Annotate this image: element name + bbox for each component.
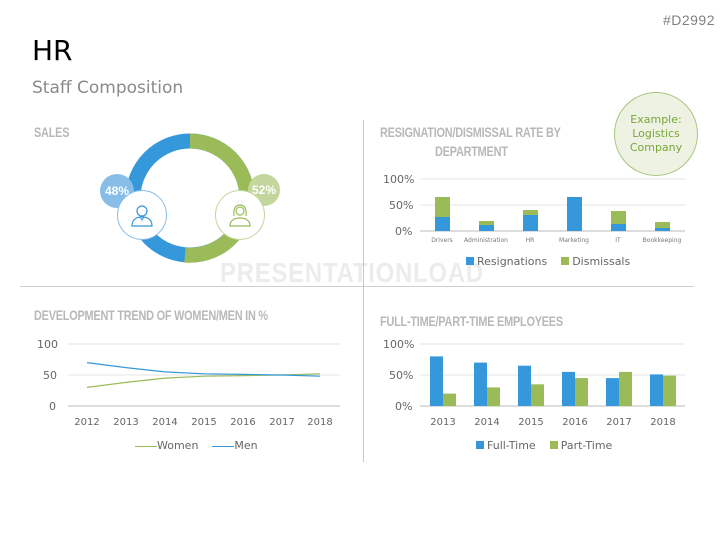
resignation-title-line1: RESIGNATION/DISMISSAL RATE BY: [380, 124, 561, 140]
legend-dismissals: Dismissals: [561, 255, 630, 268]
y-tick: 0%: [395, 400, 413, 413]
svg-text:IT: IT: [615, 237, 621, 244]
fulltime-title: FULL-TIME/PART-TIME EMPLOYEES: [380, 313, 563, 329]
y-tick: 100%: [383, 338, 415, 351]
male-user-icon: [131, 205, 153, 227]
svg-text:2018: 2018: [307, 417, 332, 425]
bars-2014: [474, 362, 500, 406]
women-percent-badge: 52%: [248, 174, 280, 206]
sales-title: SALES: [34, 124, 70, 140]
bar-hr: [523, 210, 538, 231]
page-subtitle: Staff Composition: [32, 78, 184, 98]
svg-text:Bookkeeping: Bookkeeping: [643, 237, 682, 244]
y-tick: 0%: [395, 225, 413, 238]
example-line3: Company: [629, 141, 683, 154]
example-badge: Example: Logistics Company: [614, 92, 698, 176]
example-line1: Example:: [630, 113, 682, 126]
bars-2013: [430, 356, 456, 406]
svg-text:2016: 2016: [562, 417, 587, 425]
svg-text:2018: 2018: [650, 417, 675, 425]
legend-full-time: Full-Time: [476, 439, 536, 452]
svg-text:2017: 2017: [269, 417, 294, 425]
bar-bookkeeping: [655, 222, 670, 231]
bars-2017: [606, 371, 632, 406]
bars-2015: [518, 365, 544, 406]
slide-code: #D2992: [662, 12, 715, 28]
y-tick: 100%: [383, 173, 415, 186]
svg-text:2017: 2017: [606, 417, 631, 425]
legend-men: Men: [212, 439, 258, 452]
bar-it: [611, 211, 626, 231]
legend-women: Women: [135, 439, 198, 452]
y-tick: 50: [43, 369, 57, 382]
men-icon-circle: [117, 190, 167, 240]
female-user-icon: [229, 204, 251, 227]
trend-title: DEVELOPMENT TREND OF WOMEN/MEN IN %: [34, 307, 268, 323]
svg-text:2015: 2015: [518, 417, 543, 425]
bar-administration: [479, 221, 494, 231]
svg-text:2013: 2013: [113, 417, 138, 425]
legend-part-time: Part-Time: [549, 439, 612, 452]
bar-drivers: [435, 197, 450, 231]
svg-text:Administration: Administration: [464, 237, 508, 244]
trend-line-chart: 2012 2013 2014 2015 2016 2017 2018: [68, 343, 340, 425]
svg-text:2012: 2012: [74, 417, 99, 425]
women-icon-circle: [215, 190, 265, 240]
vertical-divider: [363, 120, 364, 462]
svg-text:2013: 2013: [430, 417, 455, 425]
resignation-title-line2: DEPARTMENT: [435, 143, 508, 159]
legend-resignations: Resignations: [466, 255, 547, 268]
svg-text:2016: 2016: [230, 417, 255, 425]
svg-text:2014: 2014: [152, 417, 177, 425]
resignation-bar-chart: Drivers Administration HR Marketing IT B…: [420, 178, 685, 244]
bars-2016: [562, 371, 588, 406]
watermark: PRESENTATIONLOAD: [220, 257, 484, 288]
horizontal-divider: [20, 286, 694, 287]
example-line2: Logistics: [632, 127, 680, 140]
y-tick: 50%: [389, 369, 414, 382]
svg-text:HR: HR: [526, 237, 535, 244]
resignation-legend: Resignations Dismissals: [466, 255, 630, 268]
svg-text:Marketing: Marketing: [559, 237, 589, 244]
fulltime-legend: Full-Time Part-Time: [476, 439, 612, 452]
y-tick: 50%: [389, 199, 414, 212]
y-tick: 0: [49, 400, 56, 413]
men-line: [86, 362, 321, 377]
fulltime-bar-chart: 2013 2014 2015 2016 2017 2018: [420, 343, 685, 425]
svg-text:2015: 2015: [191, 417, 216, 425]
men-percent-badge: 48%: [100, 174, 134, 208]
page-title: HR: [32, 34, 73, 67]
women-line: [86, 373, 321, 388]
svg-text:Drivers: Drivers: [431, 237, 453, 244]
trend-legend: Women Men: [135, 439, 258, 452]
bar-marketing: [567, 197, 582, 231]
bars-2018: [650, 374, 676, 406]
y-tick: 100: [37, 338, 58, 351]
svg-text:2014: 2014: [474, 417, 499, 425]
